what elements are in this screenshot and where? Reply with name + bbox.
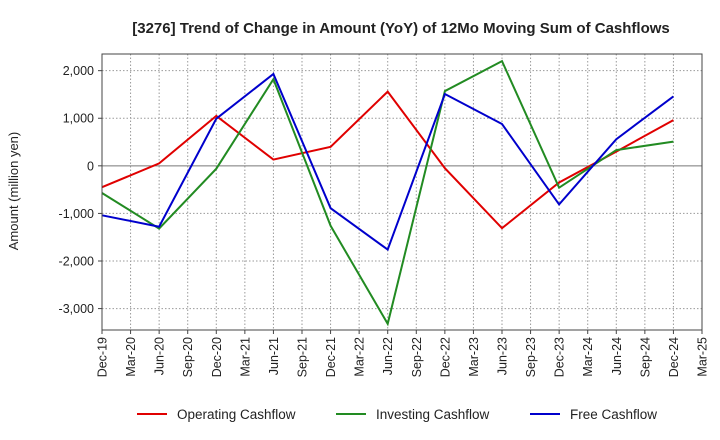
y-tick-label: 2,000 bbox=[63, 64, 94, 78]
legend: Operating Cashflow Investing Cashflow Free… bbox=[137, 407, 657, 422]
series-line-operating-cashflow bbox=[101, 90, 674, 230]
x-tick-label: Mar-24 bbox=[581, 337, 595, 377]
x-axis-ticks: Dec-19 Mar-20 Jun-20 Sep-20 Dec-20 Mar-21 Jun-… bbox=[96, 330, 710, 377]
x-tick-label: Dec-21 bbox=[324, 337, 338, 377]
x-tick-label: Dec-23 bbox=[553, 337, 567, 377]
series-line-free-cashflow bbox=[101, 72, 674, 252]
x-tick-label: Jun-21 bbox=[267, 337, 281, 375]
x-tick-label: Jun-20 bbox=[153, 337, 167, 375]
chart-title: [3276] Trend of Change in Amount (YoY) o… bbox=[132, 20, 670, 37]
x-tick-label: Mar-21 bbox=[238, 337, 252, 377]
x-tick-label: Mar-25 bbox=[696, 337, 710, 377]
x-tick-label: Sep-23 bbox=[524, 337, 538, 377]
x-tick-label: Sep-24 bbox=[638, 337, 652, 377]
legend-label: Operating Cashflow bbox=[177, 407, 296, 422]
y-tick-label: -1,000 bbox=[59, 207, 94, 221]
y-axis-label: Amount (million yen) bbox=[6, 132, 21, 251]
x-tick-label: Dec-19 bbox=[96, 337, 110, 377]
legend-label: Free Cashflow bbox=[570, 407, 657, 422]
x-tick-label: Mar-22 bbox=[353, 337, 367, 377]
y-tick-label: -2,000 bbox=[59, 255, 94, 269]
y-tick-label: -3,000 bbox=[59, 302, 94, 316]
legend-label: Investing Cashflow bbox=[376, 407, 490, 422]
x-tick-label: Dec-24 bbox=[667, 337, 681, 377]
y-tick-label: 1,000 bbox=[63, 112, 94, 126]
series-lines bbox=[101, 59, 674, 327]
x-tick-label: Mar-20 bbox=[124, 337, 138, 377]
x-tick-label: Sep-22 bbox=[410, 337, 424, 377]
series-line-investing-cashflow bbox=[101, 59, 674, 327]
x-tick-label: Mar-23 bbox=[467, 337, 481, 377]
x-tick-label: Dec-20 bbox=[210, 337, 224, 377]
x-tick-label: Jun-24 bbox=[610, 337, 624, 375]
x-tick-label: Jun-22 bbox=[381, 337, 395, 375]
plot-frame bbox=[101, 53, 703, 331]
x-tick-label: Dec-22 bbox=[438, 337, 452, 377]
y-tick-label: 0 bbox=[87, 159, 94, 173]
x-tick-label: Jun-23 bbox=[496, 337, 510, 375]
x-tick-label: Sep-21 bbox=[296, 337, 310, 377]
grid-lines bbox=[101, 54, 703, 330]
x-tick-label: Sep-20 bbox=[181, 337, 195, 377]
y-axis-ticks: 2,000 1,000 0 -1,000 -2,000 -3,000 bbox=[59, 64, 102, 316]
